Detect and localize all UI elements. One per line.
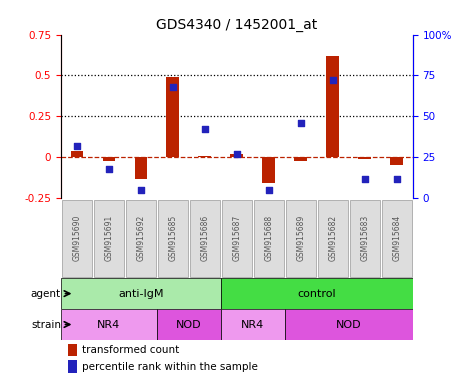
FancyBboxPatch shape <box>254 200 284 276</box>
FancyBboxPatch shape <box>222 200 252 276</box>
Bar <box>263 157 275 184</box>
Bar <box>358 157 371 159</box>
FancyBboxPatch shape <box>350 200 380 276</box>
Point <box>393 175 401 182</box>
Bar <box>390 157 403 166</box>
Bar <box>230 154 243 157</box>
FancyBboxPatch shape <box>94 200 124 276</box>
Point <box>233 151 241 157</box>
Title: GDS4340 / 1452001_at: GDS4340 / 1452001_at <box>156 18 318 32</box>
Text: NOD: NOD <box>176 319 202 329</box>
Bar <box>221 278 413 309</box>
Point <box>137 187 144 193</box>
Point <box>201 126 209 132</box>
Text: GSM915689: GSM915689 <box>296 215 305 261</box>
FancyBboxPatch shape <box>190 200 220 276</box>
Text: GSM915688: GSM915688 <box>265 215 273 261</box>
FancyBboxPatch shape <box>318 200 348 276</box>
Point <box>169 84 177 90</box>
Bar <box>70 151 83 157</box>
Point <box>297 120 304 126</box>
Text: GSM915684: GSM915684 <box>392 215 401 261</box>
Bar <box>61 309 157 340</box>
Point <box>361 175 369 182</box>
Point <box>73 143 81 149</box>
Text: GSM915687: GSM915687 <box>232 215 242 261</box>
FancyBboxPatch shape <box>126 200 156 276</box>
Text: percentile rank within the sample: percentile rank within the sample <box>82 361 258 371</box>
Text: GSM915685: GSM915685 <box>168 215 177 261</box>
Bar <box>295 157 307 161</box>
Bar <box>61 278 221 309</box>
FancyBboxPatch shape <box>62 200 92 276</box>
Bar <box>68 360 77 373</box>
Text: anti-IgM: anti-IgM <box>118 289 164 299</box>
Text: GSM915683: GSM915683 <box>360 215 369 261</box>
Text: NR4: NR4 <box>97 319 121 329</box>
Text: GSM915690: GSM915690 <box>72 215 82 262</box>
Point <box>329 77 337 83</box>
Bar <box>157 309 221 340</box>
Point <box>265 187 272 193</box>
Bar <box>221 309 285 340</box>
Bar <box>326 56 339 157</box>
Bar <box>166 77 179 157</box>
Point <box>105 166 113 172</box>
Bar <box>135 157 147 179</box>
Text: transformed count: transformed count <box>82 345 179 355</box>
Bar <box>103 157 115 161</box>
Text: GSM915691: GSM915691 <box>105 215 113 261</box>
FancyBboxPatch shape <box>382 200 412 276</box>
Text: GSM915682: GSM915682 <box>328 215 337 261</box>
Text: NR4: NR4 <box>241 319 265 329</box>
Text: strain: strain <box>31 319 61 329</box>
Bar <box>285 309 413 340</box>
Bar <box>198 156 211 157</box>
Text: NOD: NOD <box>336 319 362 329</box>
FancyBboxPatch shape <box>286 200 316 276</box>
FancyBboxPatch shape <box>158 200 188 276</box>
Bar <box>68 344 77 356</box>
Text: control: control <box>297 289 336 299</box>
Text: GSM915692: GSM915692 <box>136 215 145 261</box>
Text: agent: agent <box>31 289 61 299</box>
Text: GSM915686: GSM915686 <box>200 215 209 261</box>
